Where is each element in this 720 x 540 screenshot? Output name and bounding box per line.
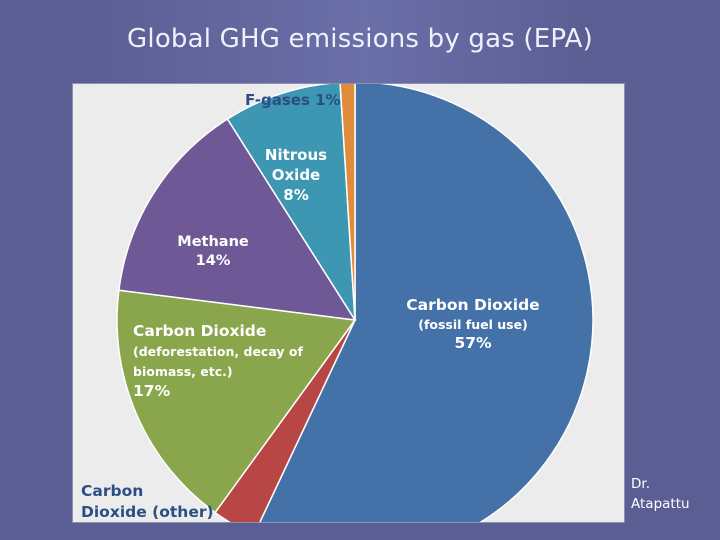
slice-label-3: Methane 14% — [177, 234, 249, 269]
author-credit: Dr. Atapattu — [631, 474, 690, 514]
slide-title: Global GHG emissions by gas (EPA) — [127, 24, 593, 54]
slice-label-5: F-gases 1% — [245, 91, 341, 109]
author-line-2: Atapattu — [631, 496, 690, 512]
pie-chart-panel: Carbon Dioxide (fossil fuel use) 57% Carbon… — [72, 83, 625, 523]
slice-label-2-line-3: 17% — [133, 382, 171, 400]
slice-label-2-line-0: Carbon Dioxide — [133, 322, 266, 340]
slice-label-0: Carbon Dioxide (fossil fuel use) 57% — [406, 296, 539, 352]
slice-label-1-line-0: Carbon — [81, 482, 143, 500]
author-line-1: Dr. — [631, 476, 650, 492]
pie-slice-0 — [259, 84, 594, 522]
slice-label-2: Carbon Dioxide (deforestation, decay of bi… — [133, 322, 303, 400]
pie-slice-5 — [339, 84, 356, 321]
slice-label-2-line-1: (deforestation, decay of — [133, 344, 303, 359]
slice-label-3-line-1: 14% — [196, 253, 231, 269]
slice-label-4: Nitrous Oxide 8% — [265, 146, 327, 204]
slice-label-4-line-2: 8% — [283, 186, 308, 204]
slice-label-2-line-2: biomass, etc.) — [133, 364, 233, 379]
slice-label-0-line-0: Carbon Dioxide — [406, 296, 539, 314]
slice-label-0-line-1: (fossil fuel use) — [418, 317, 528, 332]
pie-chart: Carbon Dioxide(fossil fuel use)57%Carbon… — [81, 84, 594, 522]
slice-label-3-line-0: Methane — [177, 234, 249, 250]
slice-label-0-line-2: 57% — [454, 334, 492, 352]
slice-label-1-line-1: Dioxide (other) — [81, 503, 214, 521]
slice-label-4-line-1: Oxide — [272, 166, 320, 184]
pie-slice-4 — [226, 84, 356, 321]
slice-label-1: Carbon Dioxide (other) — [81, 482, 214, 521]
background-highlight — [90, 0, 590, 90]
pie-slice-3 — [118, 118, 357, 321]
slice-label-4-line-0: Nitrous — [265, 146, 327, 164]
slice-label-5-line-0: F-gases 1% — [245, 91, 341, 109]
pie-slice-2 — [116, 289, 357, 514]
